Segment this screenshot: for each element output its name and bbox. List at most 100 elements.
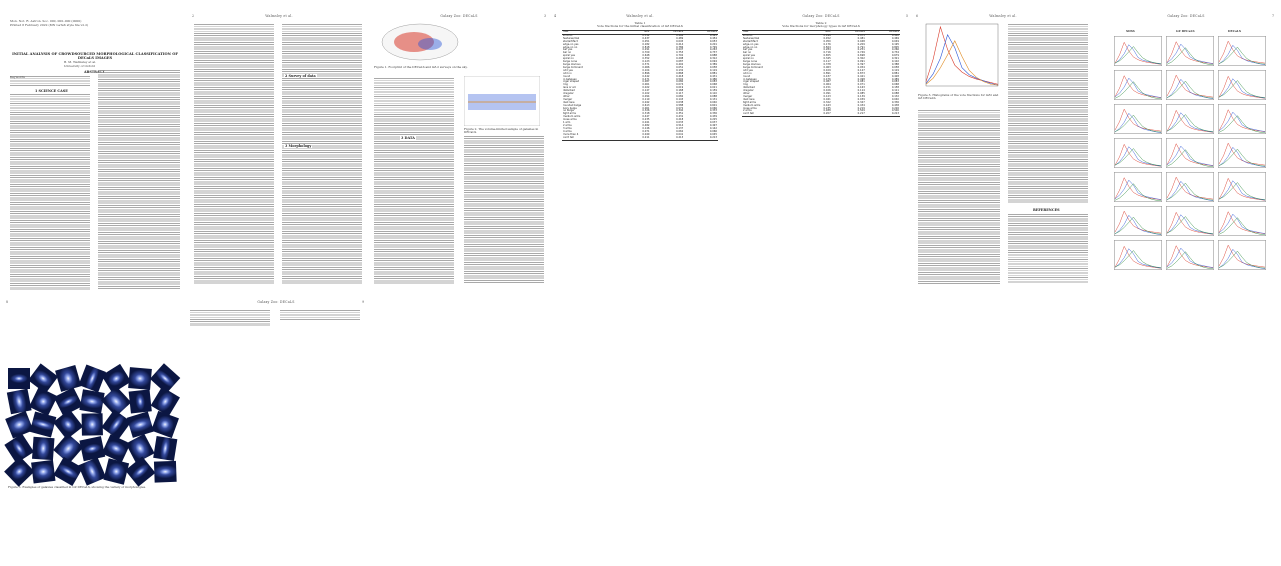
table-row: disturbed 0.151 0.163 0.158 — [742, 86, 900, 90]
table-row: dust lane 0.041 0.039 0.040 — [742, 98, 900, 102]
table-cell: 0.087 — [823, 80, 831, 84]
table-cell: 0.613 — [642, 103, 650, 107]
table-cell: 0.218 — [676, 118, 684, 122]
table-row: star/artifact 0.050 0.048 0.049 — [742, 39, 900, 44]
table-cell: tight arms — [563, 112, 576, 116]
galaxy-thumbnail — [29, 411, 57, 439]
table-cell: 0.881 — [891, 71, 899, 75]
table-1-subtitle: Vote fractions for the initial classific… — [597, 24, 683, 28]
table-cell: bulge obvious — [743, 62, 761, 66]
table-cell: 0.266 — [891, 48, 899, 52]
page-header: Walmsley et al. — [989, 14, 1017, 18]
mini-series-line — [1114, 183, 1162, 201]
table-cell: 0.209 — [857, 42, 865, 46]
page-number: 3 — [543, 14, 546, 18]
table-cell: 0.340 — [676, 109, 684, 113]
table-cell: 0.291 — [642, 48, 650, 52]
mini-series-line — [1166, 211, 1214, 235]
mini-series-line — [1218, 250, 1266, 269]
table-cell: irregular — [563, 92, 574, 96]
mini-series-line — [1114, 214, 1162, 235]
col-2-text — [1008, 24, 1088, 204]
page-number: 5 — [905, 14, 908, 18]
table-cell: bar no — [563, 51, 572, 55]
table-row: spiral yes 0.655 0.698 0.679 — [742, 54, 900, 58]
table-row: edge-on yes 0.176 0.209 0.195 — [742, 42, 900, 47]
mini-series-line — [1218, 75, 1266, 99]
mini-plot-frame — [1166, 206, 1214, 236]
table-cell: 0.447 — [642, 115, 650, 119]
table-cell: round — [563, 74, 571, 78]
table-cell: spiral yes — [743, 54, 755, 58]
mini-series-line — [1114, 177, 1162, 200]
mini-series-line — [1218, 248, 1266, 269]
galaxy-thumbnail — [8, 368, 31, 390]
table-cell: 0.071 — [857, 83, 865, 87]
table-row: no bulge 0.326 0.340 0.333 — [562, 110, 718, 113]
table-cell: 0.434 — [857, 103, 865, 107]
table-row: round 0.442 0.418 0.431 — [562, 74, 718, 79]
column-header: DECaLS — [650, 29, 685, 34]
table-cell: smooth — [743, 33, 753, 37]
table-cell: 0.352 — [642, 57, 650, 61]
col-1-text — [374, 78, 454, 284]
mini-series-line — [1114, 146, 1162, 167]
mini-series-line — [1114, 108, 1162, 132]
table-cell: 0.263 — [709, 48, 717, 52]
table-cell: 0.791 — [857, 45, 865, 49]
table-cell: 0.051 — [642, 39, 650, 43]
galaxy-thumbnail — [52, 456, 83, 487]
table-cell: 0.083 — [891, 80, 899, 84]
table-cell: merger — [743, 94, 753, 98]
table-cell: 0.195 — [891, 42, 899, 46]
table-cell: 0.439 — [709, 115, 717, 119]
table-cell: 0.068 — [891, 83, 899, 87]
author: B. M. Walmsley et al. — [64, 60, 97, 64]
table-row: edge-on no 0.818 0.786 0.799 — [562, 46, 718, 50]
page-header: Galaxy Zoo: DECaLS — [440, 14, 478, 18]
mini-series-line — [1166, 216, 1214, 234]
table-cell: 0.114 — [857, 89, 865, 93]
table-cell: 0.058 — [891, 65, 899, 69]
table-row: odd yes 0.104 0.132 0.119 — [562, 69, 718, 73]
table-cell: 0.466 — [676, 33, 684, 37]
mini-series-line — [1218, 146, 1266, 167]
galaxy-thumbnail — [128, 389, 153, 414]
section-1-heading: 1 SCIENCE CASE — [34, 89, 69, 93]
table-cell: 0.351 — [676, 112, 684, 116]
table-cell: 0.235 — [642, 118, 650, 122]
mini-plot — [1218, 70, 1266, 100]
table-row: bar yes 0.291 0.247 0.263 — [562, 49, 718, 52]
references-list — [1008, 214, 1088, 284]
table-cell: 0.421 — [857, 74, 865, 78]
page-3: Galaxy Zoo: DECaLS 3 Figure 1. Footprint… — [370, 14, 548, 296]
table-cell: 0.397 — [857, 62, 865, 66]
table-cell: can't tell — [562, 136, 625, 141]
mini-plot — [1166, 172, 1214, 202]
table-cell: edge-on yes — [743, 42, 759, 46]
table-cell: 0.041 — [642, 121, 650, 125]
table-cell: rounded bulge — [563, 103, 582, 107]
table-cell: 0.050 — [823, 39, 831, 43]
mini-series-line — [1218, 217, 1266, 235]
table-cell: 0.326 — [642, 109, 650, 113]
column-header: GZ2 — [805, 29, 832, 34]
table-cell: 0.588 — [676, 103, 684, 107]
table-row: bulge none 0.123 0.087 0.094 — [562, 60, 718, 64]
keywords-label: Keywords — [10, 75, 25, 79]
mini-plot — [1218, 206, 1266, 236]
table-cell: 0.072 — [676, 106, 684, 110]
table-row: tight arms 0.322 0.347 0.336 — [742, 101, 900, 105]
table-cell: 0.033 — [676, 121, 684, 125]
references-heading: REFERENCES — [1032, 208, 1061, 212]
table-cell: 0.345 — [823, 57, 831, 61]
table-cell: 0.045 — [709, 132, 717, 136]
table-cell: 0.159 — [709, 89, 717, 93]
table-cell: 0.146 — [642, 126, 650, 130]
mini-series-line — [1114, 112, 1162, 133]
table-cell: 0.085 — [857, 92, 865, 96]
table-cell: 4 arms — [563, 129, 572, 133]
table-cell: 0.049 — [891, 39, 899, 43]
mini-series-line — [1166, 214, 1214, 235]
mini-plot — [1114, 104, 1162, 134]
